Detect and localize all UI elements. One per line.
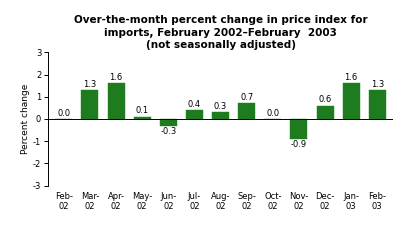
Bar	[290, 119, 308, 139]
Text: 0.0: 0.0	[57, 109, 70, 118]
Text: 0.7: 0.7	[240, 93, 253, 102]
Text: 0.4: 0.4	[188, 100, 201, 109]
Title: Over-the-month percent change in price index for
imports, February 2002–February: Over-the-month percent change in price i…	[74, 15, 367, 50]
Text: -0.3: -0.3	[160, 127, 176, 136]
Bar	[160, 119, 177, 126]
Text: 0.0: 0.0	[266, 109, 279, 118]
Bar	[134, 117, 151, 119]
Bar	[186, 110, 203, 119]
Bar	[343, 84, 360, 119]
Text: 1.6: 1.6	[344, 73, 358, 82]
Text: 1.6: 1.6	[109, 73, 123, 82]
Text: 1.3: 1.3	[371, 80, 384, 89]
Bar	[81, 90, 98, 119]
Bar	[238, 104, 255, 119]
Text: -0.9: -0.9	[291, 140, 307, 149]
Bar	[107, 84, 125, 119]
Bar	[369, 90, 386, 119]
Text: 0.3: 0.3	[214, 102, 227, 111]
Bar	[316, 106, 334, 119]
Text: 0.1: 0.1	[136, 106, 149, 115]
Text: 1.3: 1.3	[83, 80, 97, 89]
Y-axis label: Percent change: Percent change	[21, 84, 30, 154]
Text: 0.6: 0.6	[318, 95, 332, 104]
Bar	[212, 112, 229, 119]
